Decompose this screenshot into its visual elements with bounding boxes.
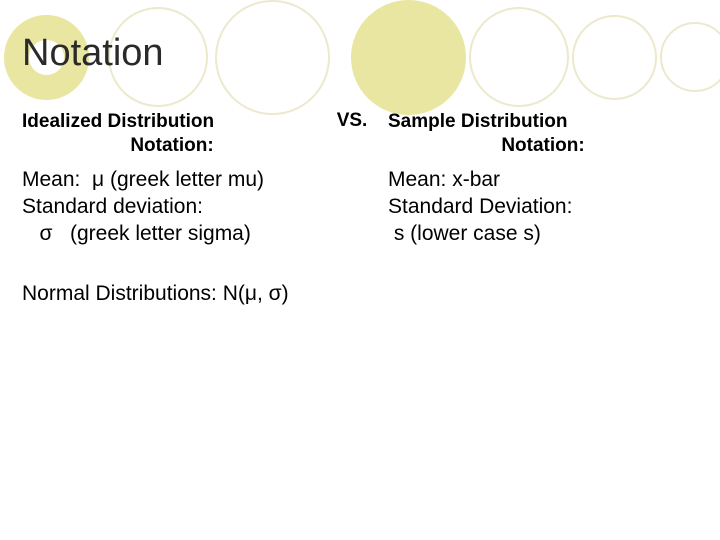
decorative-circle — [660, 22, 720, 92]
vs-column: VS. — [322, 110, 382, 132]
right-heading-line2: Notation: — [388, 134, 698, 158]
right-body-line: Mean: x-bar — [388, 166, 698, 193]
right-column: Sample Distribution Notation: Mean: x-ba… — [382, 110, 698, 247]
left-body-line: σ (greek letter sigma) — [22, 220, 322, 247]
right-heading: Sample Distribution Notation: — [388, 110, 698, 158]
left-column: Idealized Distribution Notation: Mean: μ… — [22, 110, 322, 247]
content-area: Idealized Distribution Notation: Mean: μ… — [22, 110, 698, 247]
decorative-circle — [351, 0, 466, 115]
left-body: Mean: μ (greek letter mu) Standard devia… — [22, 166, 322, 248]
decorative-circle — [572, 15, 657, 100]
left-heading-line2: Notation: — [22, 134, 322, 158]
left-body-line: Standard deviation: — [22, 193, 322, 220]
right-body: Mean: x-bar Standard Deviation: s (lower… — [388, 166, 698, 248]
footer-text: Normal Distributions: N(μ, σ) — [22, 282, 289, 306]
left-heading-line1: Idealized Distribution — [22, 110, 322, 134]
decorative-circle — [215, 0, 330, 115]
left-heading: Idealized Distribution Notation: — [22, 110, 322, 158]
decorative-circle — [469, 7, 569, 107]
right-body-line: Standard Deviation: — [388, 193, 698, 220]
right-body-line: s (lower case s) — [388, 220, 698, 247]
vs-label: VS. — [322, 110, 382, 132]
left-body-line: Mean: μ (greek letter mu) — [22, 166, 322, 193]
right-heading-line1: Sample Distribution — [388, 110, 698, 134]
page-title: Notation — [22, 32, 164, 75]
